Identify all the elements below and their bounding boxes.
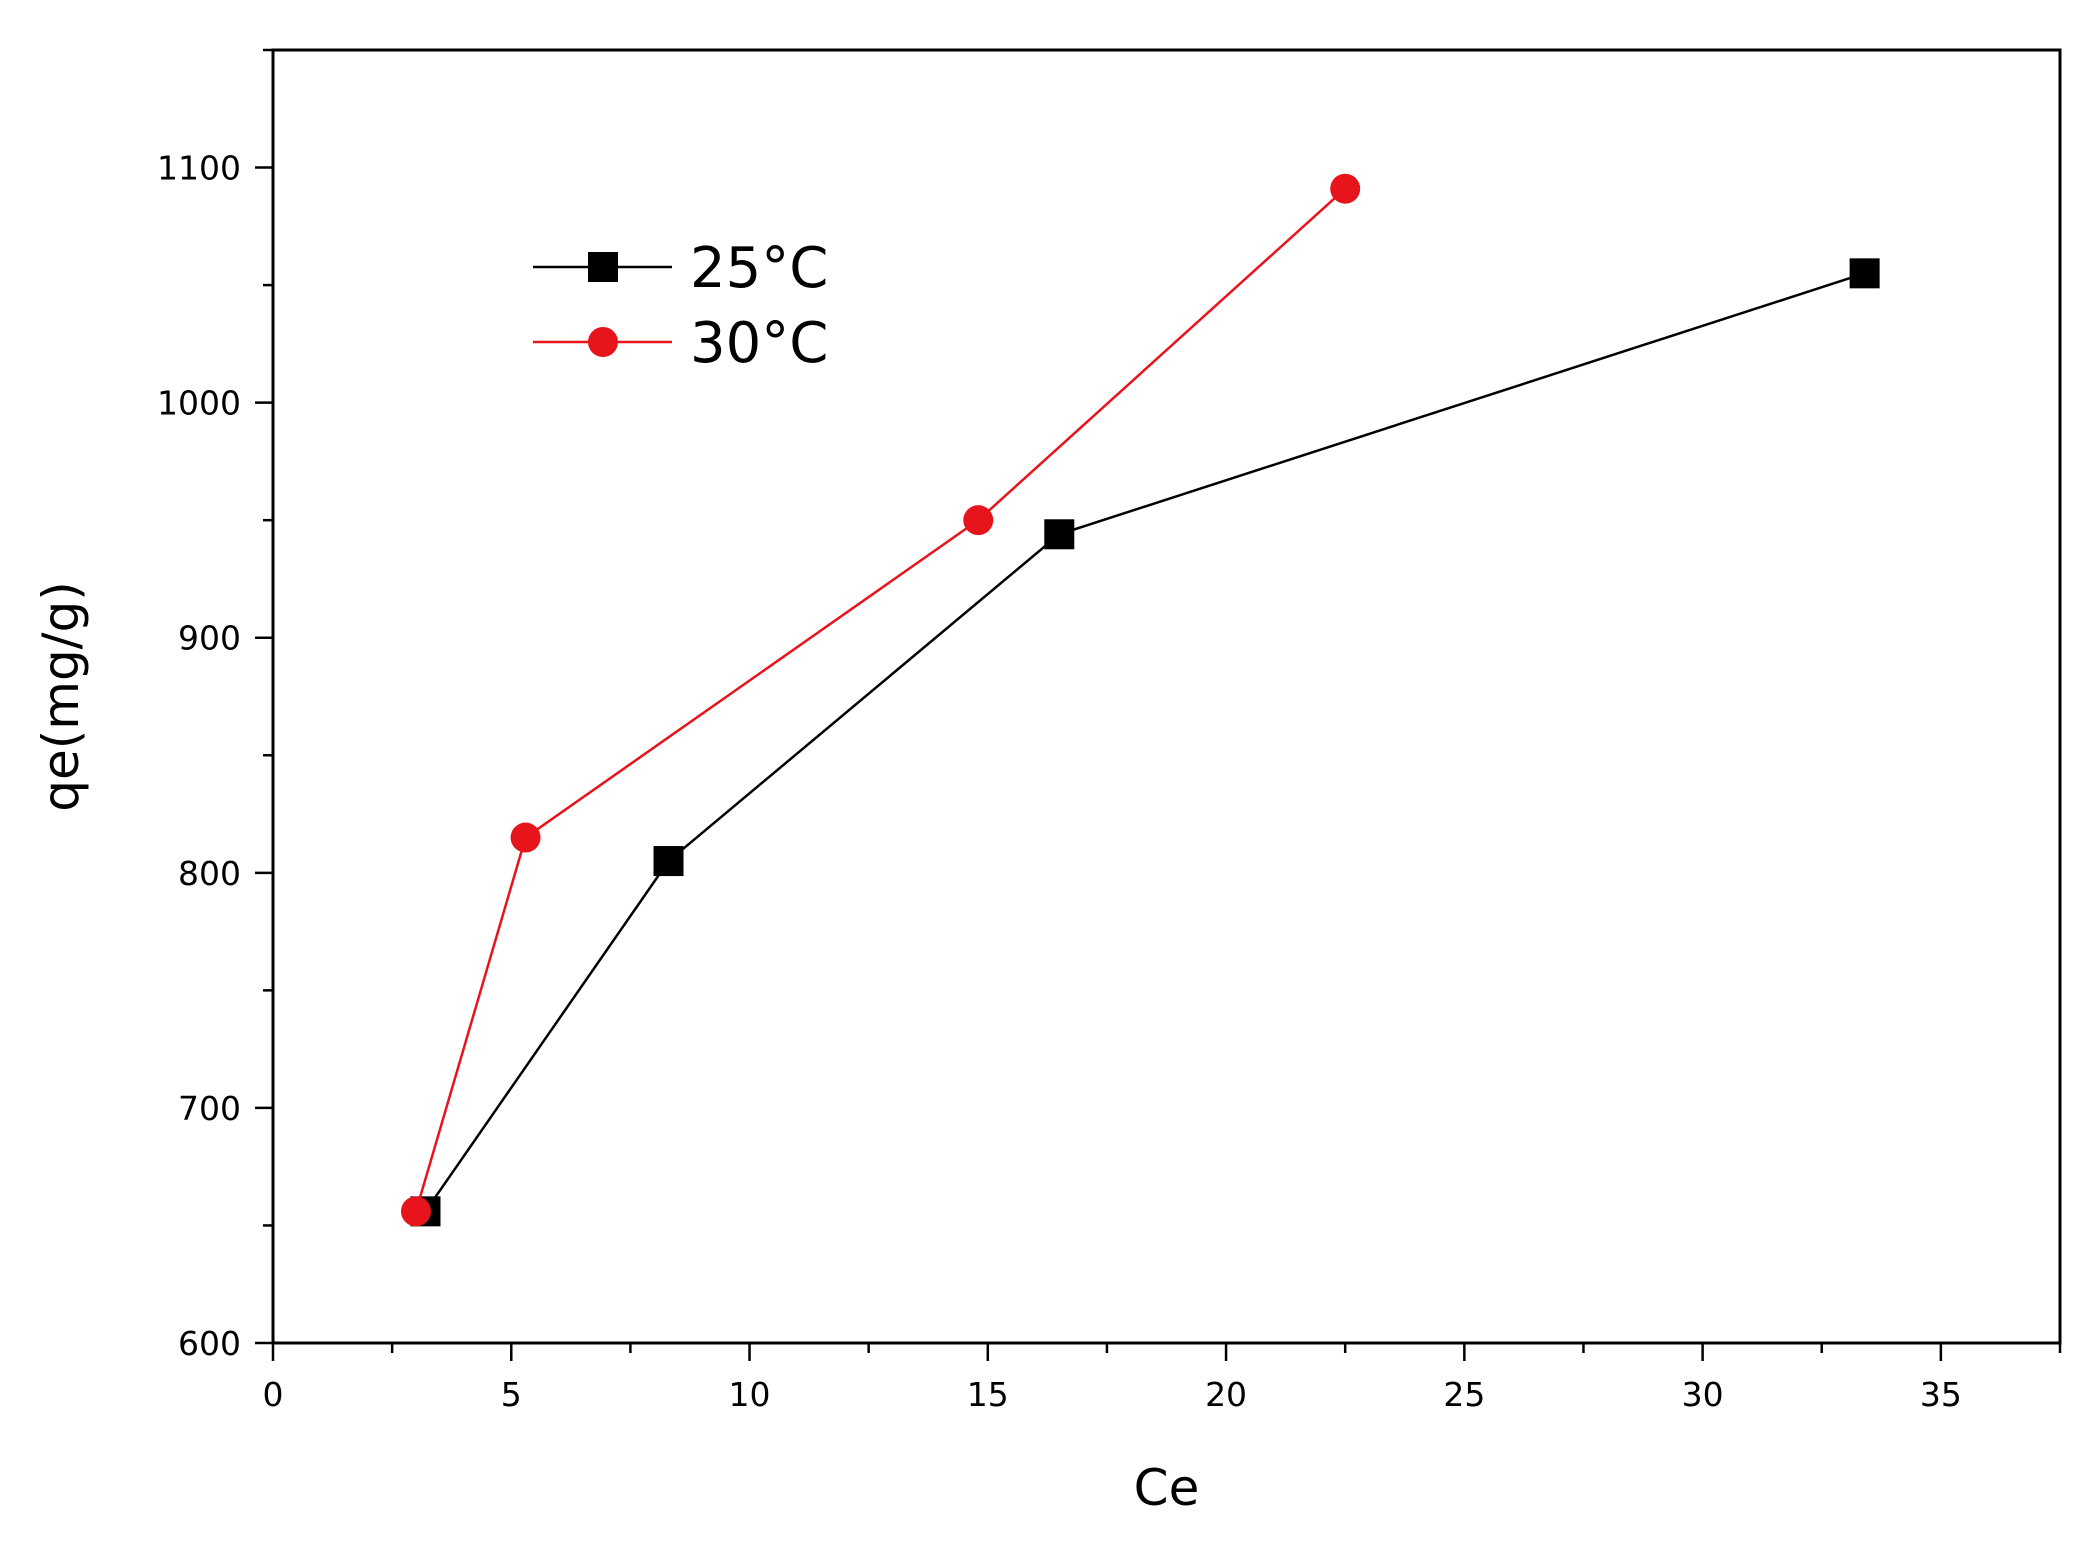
legend: 25°C 30°C xyxy=(533,236,828,376)
legend-marker-30c xyxy=(588,327,618,357)
data-point xyxy=(510,822,541,853)
legend-marker-25c xyxy=(588,252,618,282)
legend-entry-25c: 25°C xyxy=(533,236,828,301)
data-point xyxy=(1330,173,1361,204)
x-tick-label: 5 xyxy=(501,1375,522,1414)
y-tick-label: 1100 xyxy=(157,149,241,188)
data-point xyxy=(653,846,684,877)
series-line xyxy=(414,187,1347,1212)
x-tick-label: 20 xyxy=(1205,1375,1247,1414)
y-tick-label: 600 xyxy=(178,1324,241,1363)
y-tick-label: 800 xyxy=(178,854,241,893)
series-1 xyxy=(400,173,1361,1227)
x-tick-label: 10 xyxy=(729,1375,771,1414)
y-tick-label: 1000 xyxy=(157,384,241,423)
x-axis-title: Ce xyxy=(1134,1459,1200,1517)
series-layer xyxy=(400,173,1880,1227)
x-tick-label: 30 xyxy=(1682,1375,1724,1414)
y-tick-label: 900 xyxy=(178,619,241,658)
series-0 xyxy=(410,258,1880,1227)
y-tick-label: 700 xyxy=(178,1089,241,1128)
x-tick-label: 35 xyxy=(1920,1375,1962,1414)
x-tick-label: 25 xyxy=(1443,1375,1485,1414)
series-line xyxy=(424,272,1866,1213)
data-point xyxy=(400,1196,431,1227)
tick-labels-layer: 0 5 10 15 20 25 30 35 600 700 800 900 1000 1100 xyxy=(157,149,1962,1414)
data-point xyxy=(1044,519,1075,550)
ticks-layer xyxy=(255,48,2062,1361)
x-tick-label: 0 xyxy=(263,1375,284,1414)
legend-label-25c: 25°C xyxy=(690,236,828,301)
x-tick-label: 15 xyxy=(967,1375,1009,1414)
plot-frame xyxy=(271,48,2062,1345)
legend-label-30c: 30°C xyxy=(690,311,828,376)
legend-entry-30c: 30°C xyxy=(533,311,828,376)
data-point xyxy=(1849,258,1880,289)
data-point xyxy=(963,505,994,536)
y-axis-title: qe(mg/g) xyxy=(32,581,90,812)
